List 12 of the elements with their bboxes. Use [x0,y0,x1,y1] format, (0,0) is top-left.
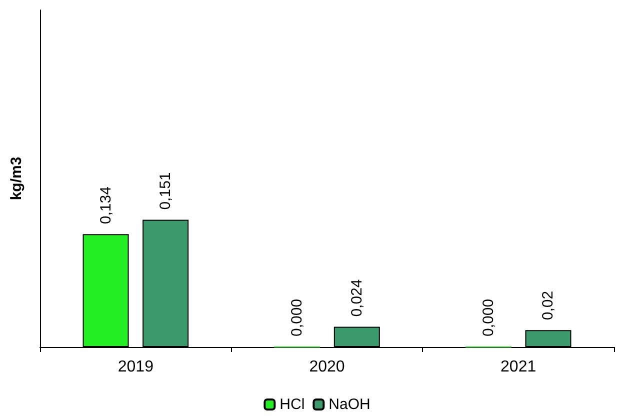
data-label: 0,02 [540,290,557,320]
x-tick-label: 2021 [500,358,536,376]
data-label: 0,000 [480,298,497,336]
data-label: 0,134 [97,186,114,224]
data-label: 0,024 [348,279,366,317]
x-tick-label: 2019 [118,358,154,376]
data-label: 0,000 [288,298,306,336]
legend-label: NaOH [328,396,370,413]
y-axis-title: kg/m3 [8,156,25,200]
data-label: 0,151 [157,172,174,210]
x-tick-label: 2020 [309,358,345,376]
legend-label: HCl [280,396,305,413]
